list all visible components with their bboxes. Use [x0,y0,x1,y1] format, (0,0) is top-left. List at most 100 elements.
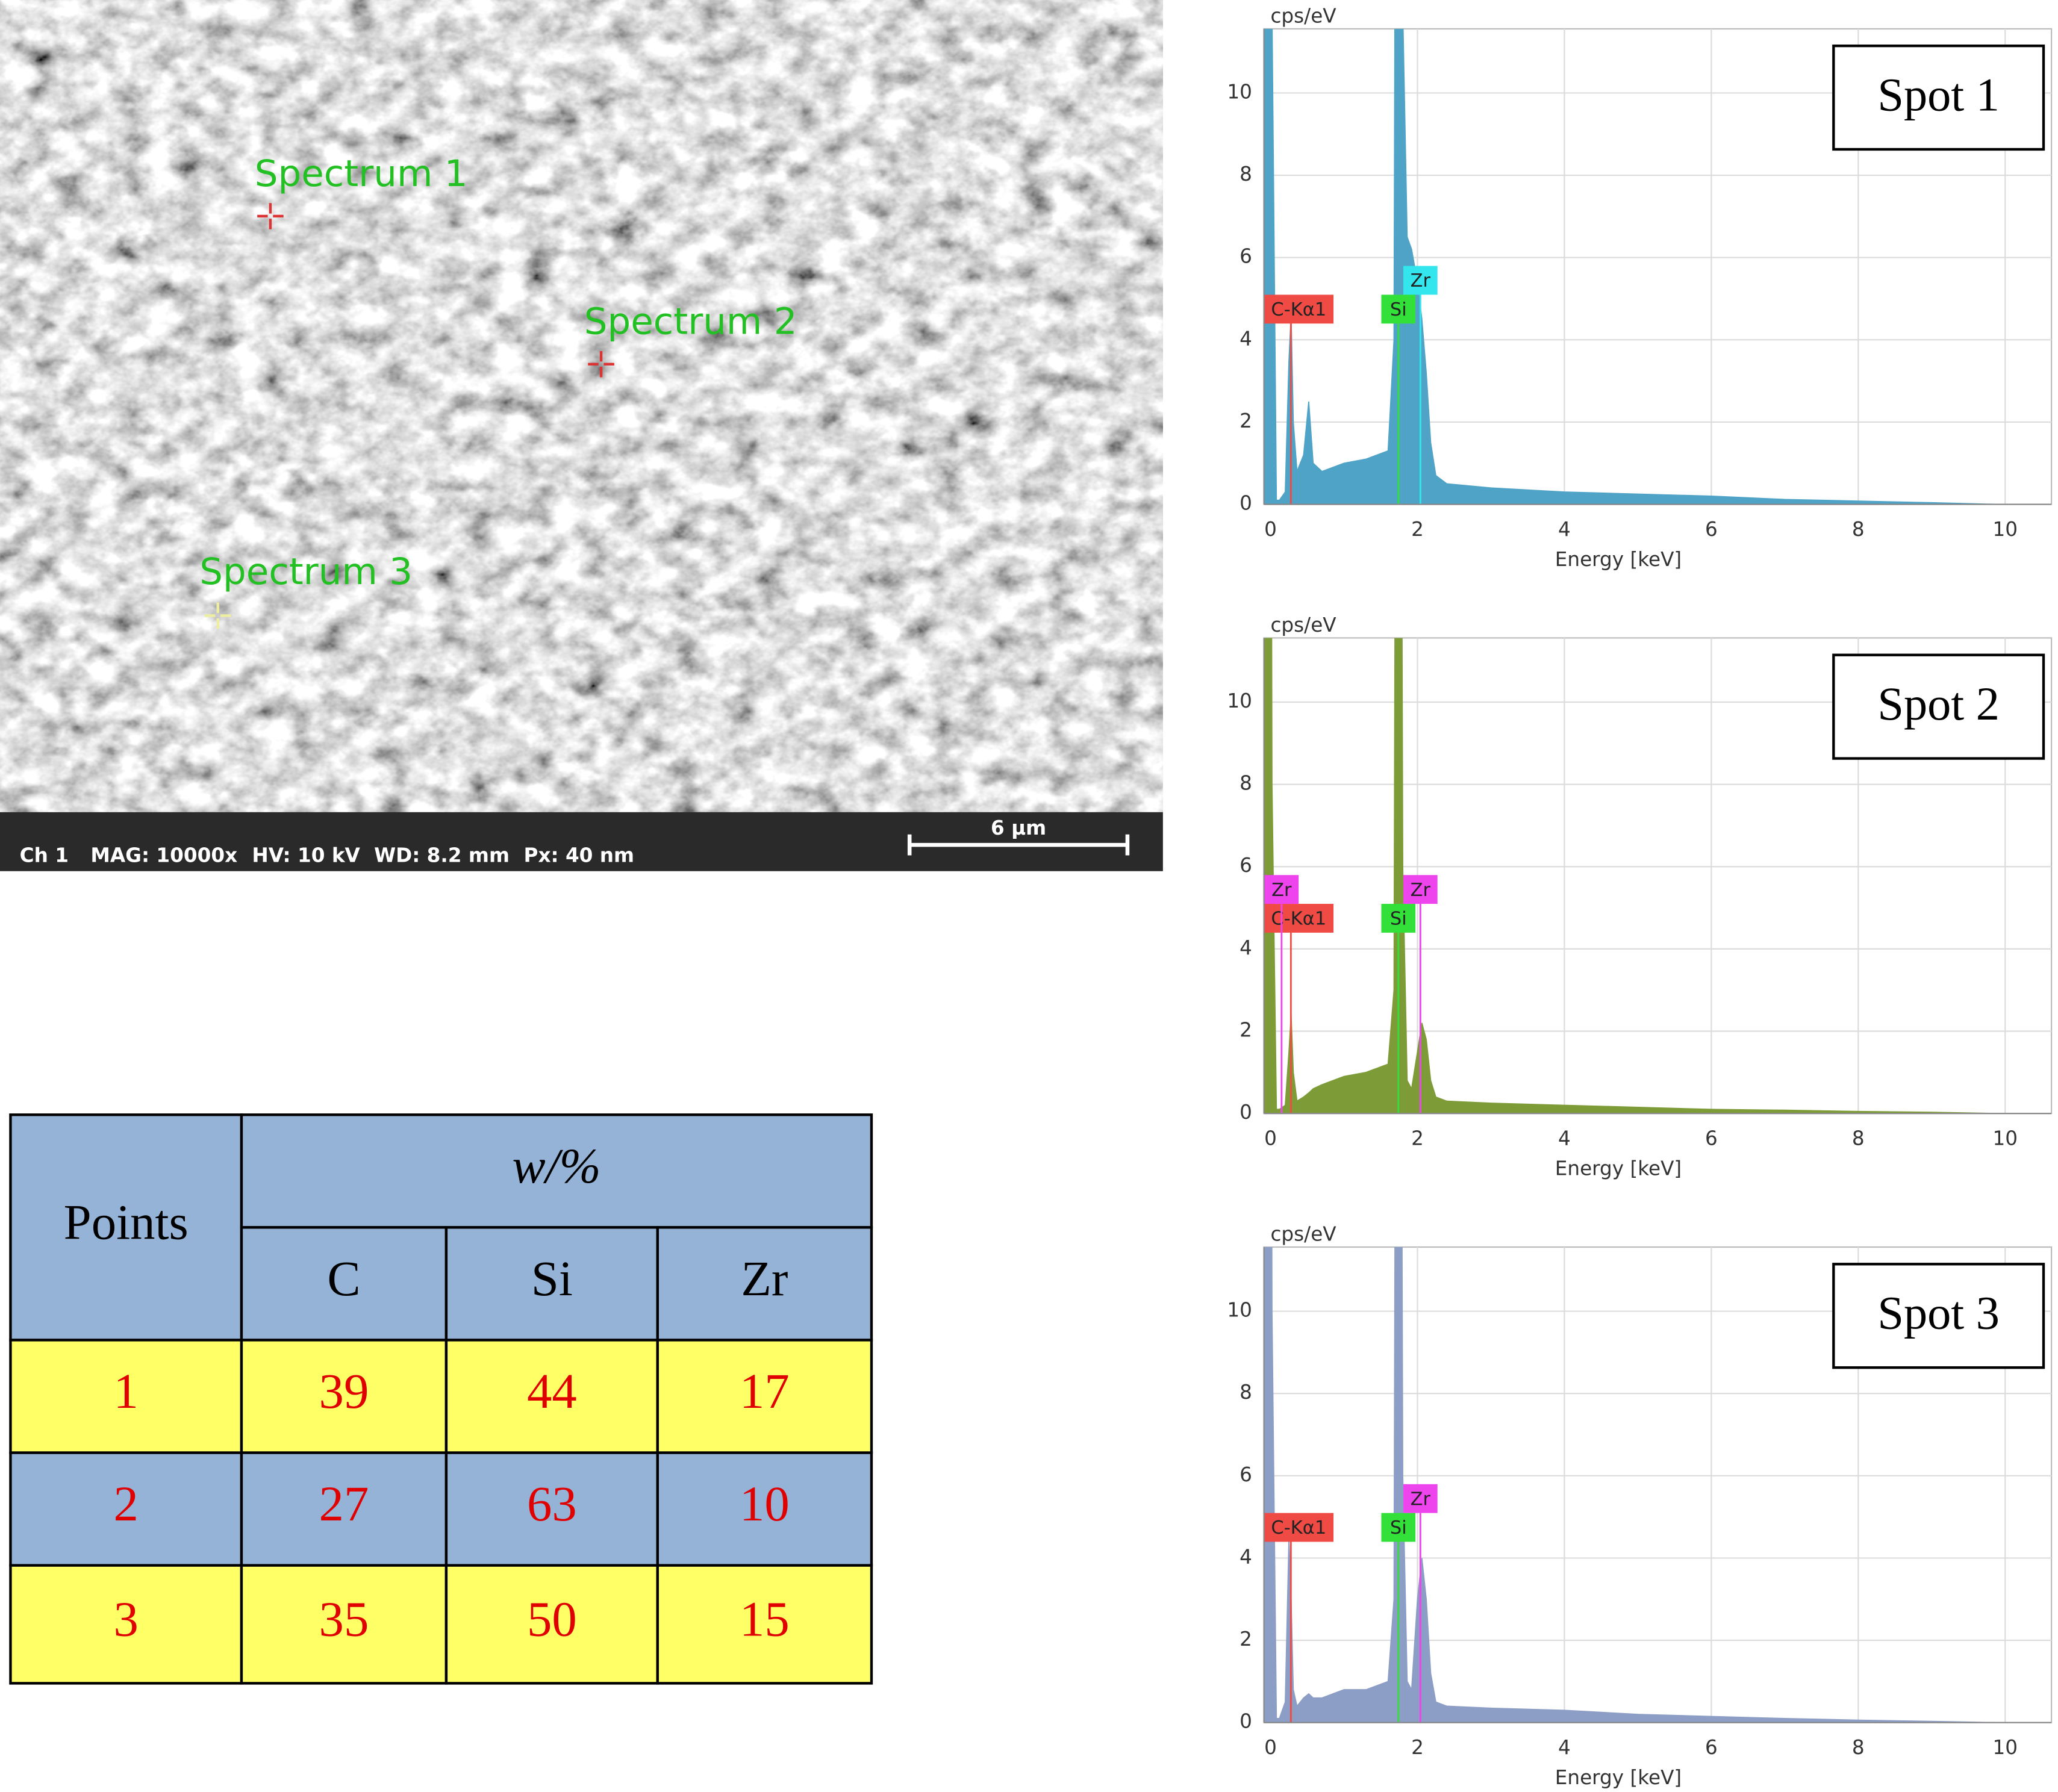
table-cell [240,1226,448,1342]
table-cell-text: 63 [527,1476,577,1531]
y-tick-label: 2 [1239,1628,1252,1650]
element-label: Si [1390,1517,1407,1538]
spectrum-label: Spectrum 1 [255,152,468,195]
table-header: w/% [512,1138,600,1193]
chart-title: Spot 1 [1877,68,2000,120]
y-tick-label: 8 [1239,1381,1252,1404]
y-tick-label: 0 [1239,492,1252,515]
x-axis-label: Energy [keV] [1555,548,1682,571]
table-cell [240,1451,448,1567]
spectrum-area [1264,638,2052,1114]
table: Points w/% C Si Zr 1 39 44 17 2 27 63 10 3 35 50 15 [9,1113,873,1685]
table-cell-text: 44 [527,1363,577,1419]
element-label: Zr [1411,880,1431,901]
scale-bar [907,834,1130,856]
spot-box [1832,1263,2045,1369]
element-label: C-Kα1 [1271,299,1326,320]
element-label-box [1403,875,1438,904]
element-label: Si [1390,909,1407,930]
x-tick-label: 10 [1992,1127,2018,1150]
info-bar [0,812,1163,871]
spectrum-label: Spectrum 3 [199,550,413,593]
y-tick-label: 0 [1239,1710,1252,1733]
table-cell [656,1451,873,1567]
table-cell-text: 10 [740,1476,790,1531]
x-tick-label: 4 [1558,1127,1571,1150]
scale-bar-label: 6 µm [991,817,1046,839]
element-label-box [1381,904,1416,933]
x-tick-label: 0 [1264,1736,1277,1759]
table-cell-text: 2 [114,1476,139,1531]
table-cell [240,1564,448,1685]
element-label: Zr [1271,880,1292,901]
x-tick-label: 8 [1852,1127,1865,1150]
table-cell [9,1113,243,1342]
table-cell-text: 35 [319,1591,369,1647]
y-tick-label: 4 [1239,327,1252,350]
element-label: Zr [1411,1489,1431,1510]
element-label-box [1264,1513,1334,1542]
crosshair [588,351,614,378]
spot-box [1832,44,2045,151]
y-tick-label: 6 [1239,245,1252,268]
element-label-box [1264,904,1334,933]
table-cell [9,1564,243,1685]
chart-title: Spot 3 [1877,1287,2000,1339]
info-text: Ch 1 [20,844,69,866]
y-tick-label: 2 [1239,409,1252,432]
x-tick-label: 0 [1264,518,1277,541]
y-tick-label: 6 [1239,854,1252,877]
y-axis-label: cps/eV [1270,4,1336,27]
table-cell-text: 3 [114,1591,139,1647]
x-tick-label: 0 [1264,1127,1277,1150]
x-tick-label: 2 [1411,1127,1424,1150]
crosshair [204,602,231,629]
table-cell [240,1339,448,1454]
info-text: MAG: 10000x [90,844,237,866]
element-label-box [1403,1484,1438,1513]
x-tick-label: 2 [1411,1736,1424,1759]
y-tick-label: 10 [1227,80,1252,103]
y-tick-label: 8 [1239,163,1252,185]
sem-texture [0,0,1163,812]
element-label-box [1264,294,1334,324]
element-label-box [1403,266,1438,295]
x-axis-label: Energy [keV] [1555,1766,1682,1789]
info-text: WD: 8.2 mm [374,844,510,866]
table-cell [656,1226,873,1342]
crosshair [257,203,284,229]
table-cell [656,1564,873,1685]
y-tick-label: 6 [1239,1463,1252,1486]
x-tick-label: 2 [1411,518,1424,541]
x-tick-label: 10 [1992,1736,2018,1759]
table-cell [444,1564,659,1685]
table-header: C [327,1251,360,1306]
x-tick-label: 4 [1558,1736,1571,1759]
x-axis-label: Energy [keV] [1555,1157,1682,1180]
spectrum-label: Spectrum 2 [584,300,797,343]
x-tick-label: 4 [1558,518,1571,541]
table-cell [240,1113,873,1229]
x-tick-label: 8 [1852,518,1865,541]
table-cell-text: 39 [319,1363,369,1419]
table-cell-text: 17 [740,1363,790,1419]
table-cell-text: 50 [527,1591,577,1647]
table-cell-text: 27 [319,1476,369,1531]
x-tick-label: 6 [1705,1736,1718,1759]
element-label-box [1381,294,1416,324]
spectrum-area [1264,1247,2052,1723]
sem-image: Spectrum 1 Spectrum 2 Spectrum 3 Ch 1 MA… [0,0,1163,871]
y-tick-label: 4 [1239,1545,1252,1568]
y-axis-label: cps/eV [1270,614,1336,636]
element-label-box [1381,1513,1416,1542]
info-text: Px: 40 nm [524,844,635,866]
table-header: Points [64,1194,189,1249]
y-tick-label: 0 [1239,1101,1252,1124]
